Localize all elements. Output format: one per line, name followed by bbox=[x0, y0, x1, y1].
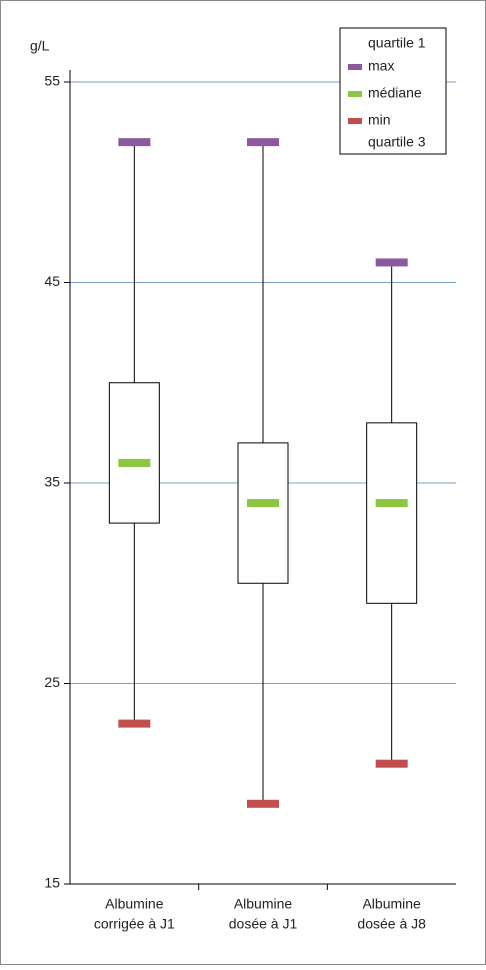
x-tick-label: Albumine bbox=[362, 896, 421, 912]
box bbox=[108, 382, 160, 524]
marker-median bbox=[375, 499, 408, 508]
box bbox=[366, 422, 418, 604]
legend-label: max bbox=[368, 58, 394, 74]
marker-median bbox=[118, 458, 151, 467]
x-tick-label: dosée à J8 bbox=[357, 916, 426, 932]
legend-label: quartile 3 bbox=[368, 134, 426, 150]
x-tick-label: dosée à J1 bbox=[229, 916, 298, 932]
legend-label: quartile 1 bbox=[368, 35, 426, 51]
marker-median bbox=[247, 499, 279, 508]
y-axis-label: g/L bbox=[30, 38, 50, 54]
legend-swatch bbox=[348, 118, 362, 124]
box bbox=[237, 442, 289, 584]
x-tick-label: Albumine bbox=[105, 896, 164, 912]
y-tick-label: 25 bbox=[44, 674, 60, 690]
marker-min bbox=[118, 719, 151, 728]
marker-max bbox=[118, 138, 151, 147]
x-tick-label: Albumine bbox=[234, 896, 293, 912]
legend-swatch bbox=[348, 91, 362, 97]
y-tick-label: 45 bbox=[44, 273, 60, 289]
y-tick-label: 15 bbox=[44, 875, 60, 891]
marker-min bbox=[247, 799, 279, 808]
x-tick-label: corrigée à J1 bbox=[94, 916, 175, 932]
marker-max bbox=[375, 258, 408, 267]
marker-max bbox=[247, 138, 279, 147]
marker-min bbox=[375, 759, 408, 768]
legend-label: min bbox=[368, 112, 391, 128]
y-tick-label: 55 bbox=[44, 73, 60, 89]
legend-label: médiane bbox=[368, 85, 422, 101]
legend-swatch bbox=[348, 64, 362, 70]
y-tick-label: 35 bbox=[44, 474, 60, 490]
